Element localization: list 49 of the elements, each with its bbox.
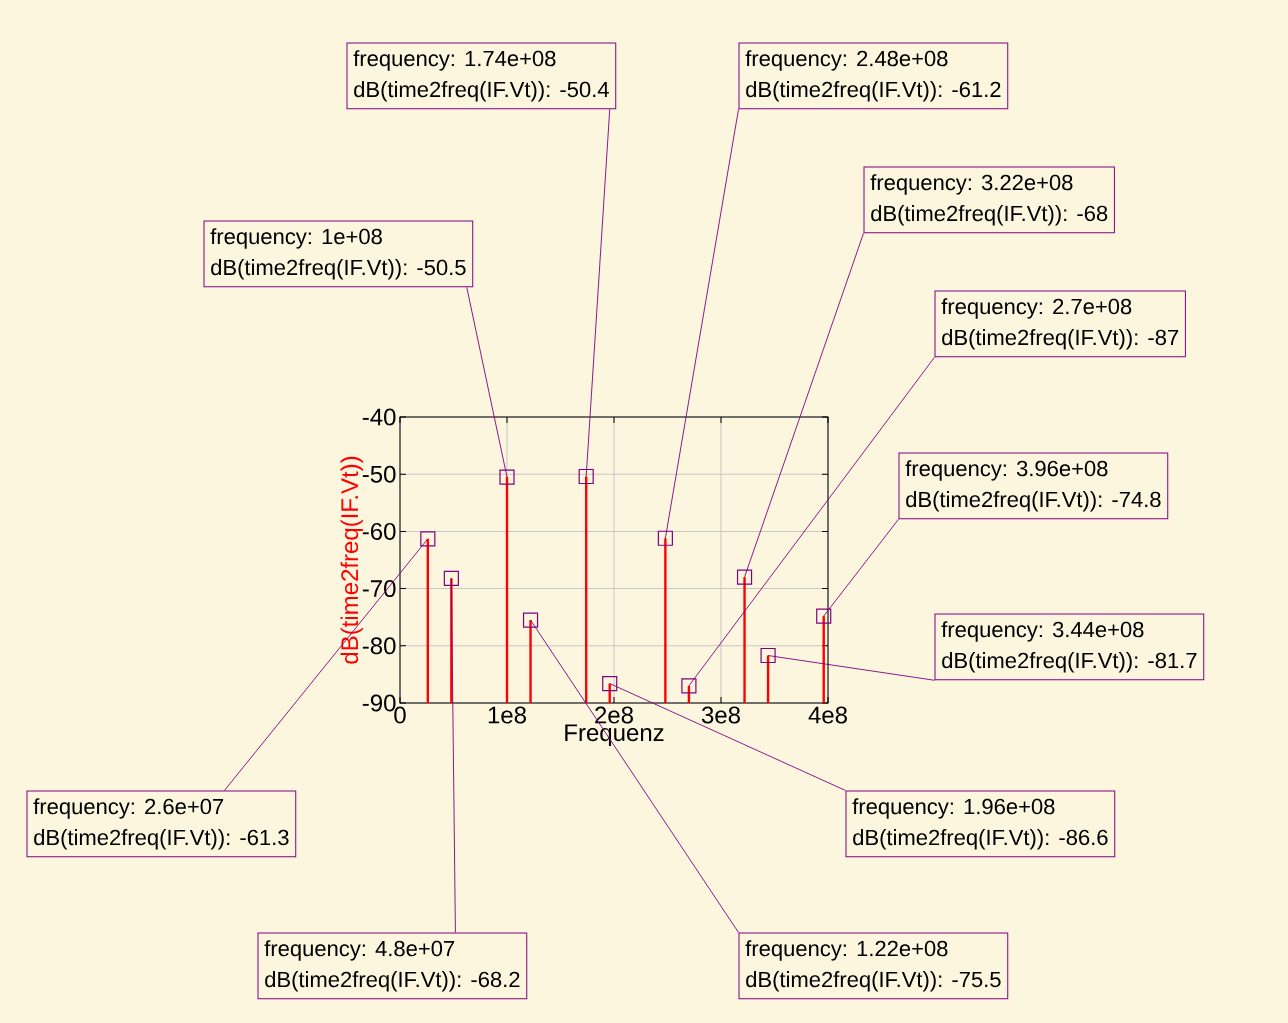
point (602, 675, 618, 692)
text: frequency: 1.74e+08 (353, 50, 556, 71)
text: frequency: 2.7e+08 (941, 298, 1132, 319)
y-tick-label: -90 (362, 694, 396, 712)
annotation: dB(time2freq(IF.Vt)): -74.8 (906, 491, 1161, 512)
annotation: frequency: 1.22e+08 (745, 940, 948, 961)
text: dB(time2freq(IF.Vt)): -61.3 (34, 829, 289, 850)
text: dB(time2freq(IF.Vt)): -68.2 (265, 971, 520, 992)
x-tick-label: 1e8 (488, 706, 526, 724)
point (499, 469, 515, 485)
point (420, 531, 436, 547)
text: frequency: 1e+08 (210, 228, 382, 249)
text: frequency: 3.44e+08 (941, 621, 1144, 642)
annotation: frequency: 1.96e+08 (852, 798, 1055, 819)
point (522, 612, 539, 628)
annotation: frequency: 2.6e+07 (33, 798, 224, 819)
annotation: dB(time2freq(IF.Vt)): -81.7 (942, 652, 1197, 673)
annotation: dB(time2freq(IF.Vt)): -50.4 (354, 81, 609, 102)
x-tick-label: 4e8 (808, 706, 847, 724)
point (578, 468, 594, 485)
bar (664, 538, 667, 703)
x-tick-label: 0 (394, 706, 406, 724)
annotation: dB(time2freq(IF.Vt)): -61.2 (746, 81, 1001, 102)
y-axis-title: dB(time2freq(IF.Vt)) (340, 456, 363, 664)
x-axis-title: Frequenz (565, 724, 664, 746)
bar (529, 620, 532, 703)
y-tick-label: -80 (362, 637, 396, 655)
point (816, 608, 832, 624)
point (736, 569, 753, 585)
x-tick-label: 3e8 (701, 706, 740, 724)
annotation: dB(time2freq(IF.Vt)): -50.5 (211, 259, 466, 280)
point (681, 678, 697, 694)
point (657, 530, 673, 546)
text: dB(time2freq(IF.Vt)): -75.5 (746, 971, 1001, 992)
x-tick-label: 2e8 (595, 706, 633, 724)
y-tick-label: -50 (362, 465, 396, 483)
point (760, 647, 776, 664)
annotation: frequency: 4.8e+07 (264, 940, 455, 961)
text: frequency: 3.22e+08 (870, 174, 1073, 195)
text: frequency: 3.96e+08 (905, 460, 1108, 481)
annotation: dB(time2freq(IF.Vt)): -68 (871, 205, 1108, 226)
y-tick-label: -60 (362, 522, 396, 540)
annotation: dB(time2freq(IF.Vt)): -87 (942, 329, 1179, 350)
text: dB(time2freq(IF.Vt)): -86.6 (853, 829, 1108, 850)
y-tick-label: -40 (362, 408, 396, 426)
text: frequency: 2.48e+08 (745, 50, 948, 71)
bar (743, 577, 746, 703)
y-tick-label: -70 (362, 580, 396, 598)
point (443, 570, 459, 586)
